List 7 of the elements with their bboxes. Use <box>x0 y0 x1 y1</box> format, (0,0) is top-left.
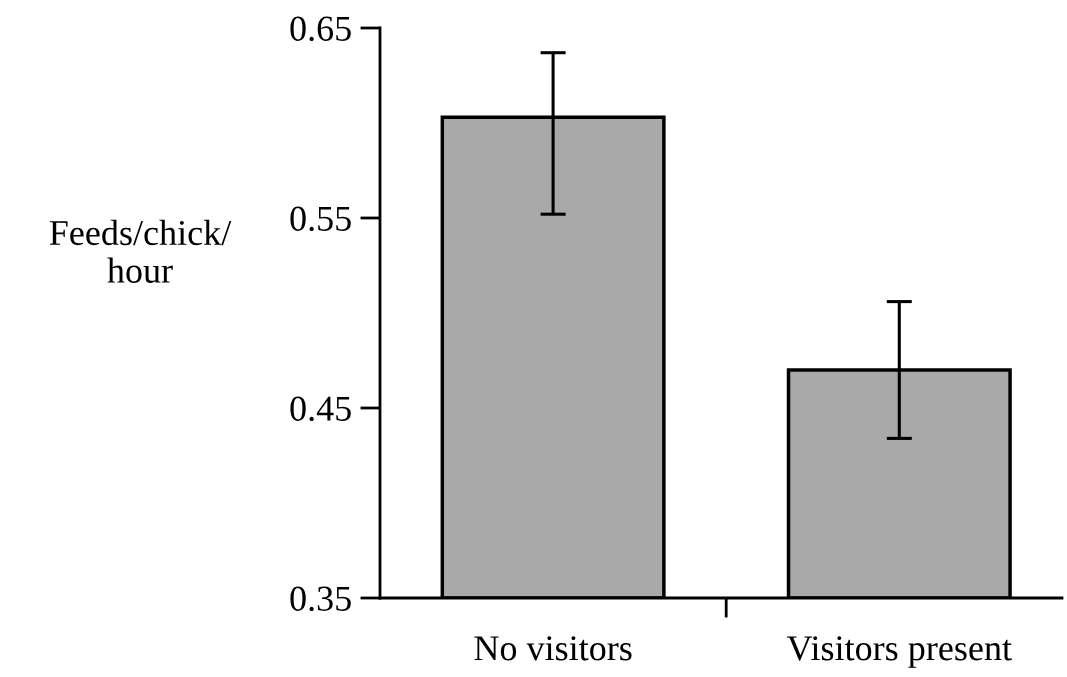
x-tick-label: Visitors present <box>786 636 1012 668</box>
y-tick-label: 0.55 <box>290 206 351 232</box>
y-tick-label: 0.65 <box>290 16 351 42</box>
y-tick-label: 0.35 <box>290 586 351 612</box>
x-tick-label: No visitors <box>474 636 632 661</box>
y-tick-label: 0.45 <box>290 396 351 422</box>
y-axis-title: Feeds/chick/ hour <box>49 219 232 283</box>
